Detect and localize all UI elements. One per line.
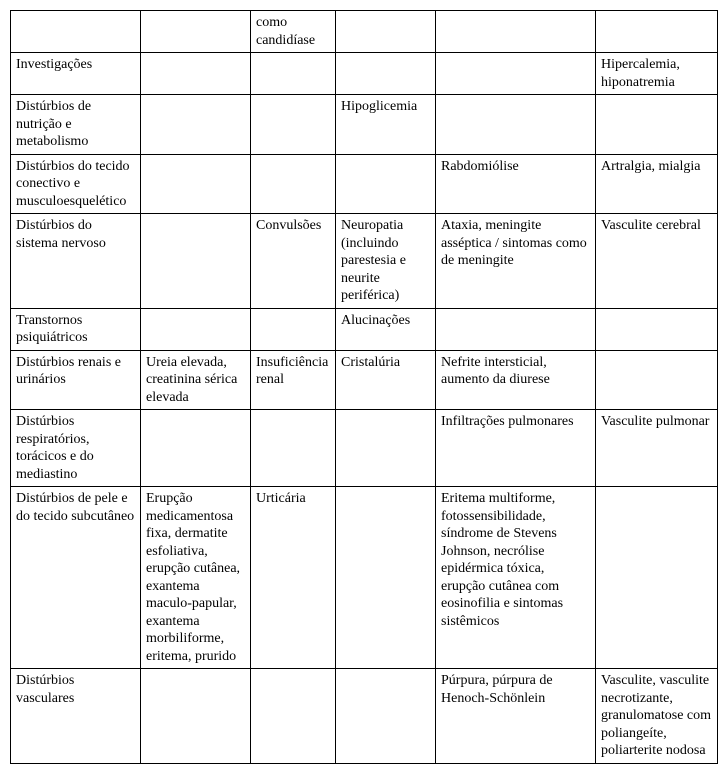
cell: Hipercalemia, hiponatremia [596, 53, 718, 95]
cell: Distúrbios respiratórios, torácicos e do… [11, 410, 141, 487]
cell: Púrpura, púrpura de Henoch-Schönlein [436, 669, 596, 764]
cell: Transtornos psiquiátricos [11, 308, 141, 350]
cell: Insuficiência renal [251, 350, 336, 410]
table-row: Distúrbios do tecido conectivo e musculo… [11, 154, 718, 214]
cell: Hipoglicemia [336, 95, 436, 155]
cell [141, 95, 251, 155]
table-row: Transtornos psiquiátricos Alucinações [11, 308, 718, 350]
cell [436, 308, 596, 350]
cell: Eritema multiforme, fotossensibilidade, … [436, 487, 596, 669]
cell: Ataxia, meningite asséptica / sintomas c… [436, 214, 596, 309]
cell: Distúrbios de pele e do tecido subcutâne… [11, 487, 141, 669]
cell [251, 308, 336, 350]
cell [141, 308, 251, 350]
cell [141, 669, 251, 764]
cell: Investigações [11, 53, 141, 95]
table-row: Distúrbios respiratórios, torácicos e do… [11, 410, 718, 487]
cell [251, 669, 336, 764]
cell [11, 11, 141, 53]
cell [596, 308, 718, 350]
table-row: Distúrbios de nutrição e metabolismo Hip… [11, 95, 718, 155]
cell [596, 350, 718, 410]
cell: Vasculite pulmonar [596, 410, 718, 487]
cell: Vasculite, vasculite necrotizante, granu… [596, 669, 718, 764]
cell [141, 410, 251, 487]
cell [251, 154, 336, 214]
cell [251, 410, 336, 487]
cell: como candidíase [251, 11, 336, 53]
table-row: Investigações Hipercalemia, hiponatremia [11, 53, 718, 95]
cell [596, 487, 718, 669]
cell: Alucinações [336, 308, 436, 350]
cell: Distúrbios do sistema nervoso [11, 214, 141, 309]
cell: Urticária [251, 487, 336, 669]
cell [336, 487, 436, 669]
cell: Artralgia, mialgia [596, 154, 718, 214]
cell [141, 214, 251, 309]
table-row: Distúrbios do sistema nervoso Convulsões… [11, 214, 718, 309]
adverse-effects-table: como candidíase Investigações Hipercalem… [10, 10, 718, 764]
cell [141, 11, 251, 53]
table-body: como candidíase Investigações Hipercalem… [11, 11, 718, 764]
cell [336, 11, 436, 53]
cell: Convulsões [251, 214, 336, 309]
cell [141, 53, 251, 95]
cell [596, 11, 718, 53]
table-row: Distúrbios vasculares Púrpura, púrpura d… [11, 669, 718, 764]
cell [336, 53, 436, 95]
cell [336, 669, 436, 764]
table-row: Distúrbios renais e urinários Ureia elev… [11, 350, 718, 410]
cell [251, 95, 336, 155]
cell: Distúrbios do tecido conectivo e musculo… [11, 154, 141, 214]
cell: Rabdomiólise [436, 154, 596, 214]
cell [436, 11, 596, 53]
cell [436, 53, 596, 95]
cell: Distúrbios vasculares [11, 669, 141, 764]
cell: Distúrbios renais e urinários [11, 350, 141, 410]
cell: Neuropatia (incluindo parestesia e neuri… [336, 214, 436, 309]
cell: Ureia elevada, creatinina sérica elevada [141, 350, 251, 410]
cell [141, 154, 251, 214]
table-row: Distúrbios de pele e do tecido subcutâne… [11, 487, 718, 669]
cell: Distúrbios de nutrição e metabolismo [11, 95, 141, 155]
cell [336, 154, 436, 214]
cell [436, 95, 596, 155]
cell: Vasculite cerebral [596, 214, 718, 309]
cell: Nefrite intersticial, aumento da diurese [436, 350, 596, 410]
cell: Infiltrações pulmonares [436, 410, 596, 487]
cell: Cristalúria [336, 350, 436, 410]
cell: Erupção medicamentosa fixa, dermatite es… [141, 487, 251, 669]
cell [336, 410, 436, 487]
cell [251, 53, 336, 95]
cell [596, 95, 718, 155]
table-row: como candidíase [11, 11, 718, 53]
